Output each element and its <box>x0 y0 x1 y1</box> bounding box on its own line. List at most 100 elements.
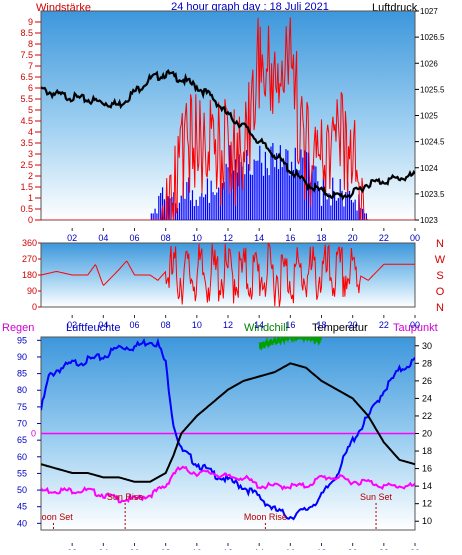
humidity-y-tick-label: 60 <box>17 452 27 462</box>
wind-y-tick-label: 5.5 <box>20 94 33 104</box>
temperature-y-tick-label: 10 <box>422 516 432 526</box>
temperature-y-tick-label: 22 <box>422 411 432 421</box>
x-tick-label: 14 <box>254 320 264 330</box>
wind-pressure-series <box>41 17 415 220</box>
x-tick-label: 22 <box>379 320 389 330</box>
temperature-y-tick-label: 16 <box>422 464 432 474</box>
wind-y-tick-label: 6 <box>28 83 33 93</box>
event-annotation: Moon Set <box>34 512 73 522</box>
humidity-y-tick-label: 40 <box>17 518 27 528</box>
wind-y-tick-label: 3 <box>28 149 33 159</box>
wind-y-tick-label: 3.5 <box>20 138 33 148</box>
temperature-y-tick-label: 12 <box>422 499 432 509</box>
temperature-y-tick-label: 26 <box>422 376 432 386</box>
x-tick-label: 02 <box>67 233 77 243</box>
direction-y-tick-label: 270 <box>22 254 37 264</box>
pressure-series <box>41 68 415 201</box>
compass-label: W <box>435 254 446 266</box>
humidity-y-tick-label: 90 <box>17 352 27 362</box>
legend-luftfeuchte: Luftfeuchte <box>66 322 120 334</box>
compass-label: S <box>436 270 443 282</box>
humidity-y-tick-label: 95 <box>17 335 27 345</box>
x-tick-label: 00 <box>410 320 420 330</box>
x-tick-label: 16 <box>285 233 295 243</box>
x-tick-label: 08 <box>161 320 171 330</box>
x-tick-label: 20 <box>348 233 358 243</box>
event-annotation: Moon Rise <box>244 512 287 522</box>
direction-y-tick-label: 0 <box>32 302 37 312</box>
wind-y-tick-label: 4.5 <box>20 116 33 126</box>
pressure-y-tick-label: 1025 <box>420 112 438 121</box>
windchill-series <box>258 337 323 352</box>
wind-direction-series <box>41 243 415 307</box>
x-tick-label: 02 <box>67 320 77 330</box>
event-annotation: Sun Set <box>360 492 393 502</box>
x-tick-label: 06 <box>129 320 139 330</box>
wind-y-tick-label: 8 <box>28 39 33 49</box>
humidity-series <box>41 337 415 521</box>
wind-direction-series <box>41 243 415 307</box>
x-tick-label: 18 <box>316 233 326 243</box>
temperature-y-tick-label: 18 <box>422 446 432 456</box>
pressure-y-tick-label: 1023 <box>420 216 438 225</box>
chart-title: 24 hour graph day : 18 Juli 2021 <box>171 1 329 13</box>
wind-y-tick-label: 7 <box>28 61 33 71</box>
pressure-y-tick-label: 1027 <box>420 7 438 16</box>
humidity-y-tick-label: 70 <box>17 419 27 429</box>
x-tick-label: 22 <box>379 233 389 243</box>
x-tick-label: 10 <box>192 320 202 330</box>
direction-y-tick-label: 360 <box>22 238 37 248</box>
x-tick-label: 08 <box>161 233 171 243</box>
compass-label: O <box>436 286 445 298</box>
wind-y-tick-label: 4 <box>28 127 33 137</box>
x-tick-label: 00 <box>410 233 420 243</box>
humidity-y-tick-label: 65 <box>17 435 27 445</box>
wind-y-tick-label: 6.5 <box>20 72 33 82</box>
wind-y-tick-label: 2.5 <box>20 160 33 170</box>
pressure-y-tick-label: 1026 <box>420 59 438 68</box>
wind-pressure-axes: 00.511.522.533.544.555.566.577.588.59102… <box>20 7 445 243</box>
temperature-y-tick-label: 24 <box>422 393 432 403</box>
wind-y-tick-label: 0 <box>28 215 33 225</box>
x-tick-label: 12 <box>223 320 233 330</box>
x-tick-label: 18 <box>316 320 326 330</box>
x-tick-label: 20 <box>348 320 358 330</box>
rain-zero-label: 0 <box>31 429 36 439</box>
pressure-y-tick-label: 1026.5 <box>420 33 445 42</box>
wind-y-tick-label: 5 <box>28 105 33 115</box>
wind-y-tick-label: 7.5 <box>20 50 33 60</box>
humidity-y-tick-label: 45 <box>17 502 27 512</box>
temperature-series <box>41 362 415 483</box>
humidity-y-tick-label: 75 <box>17 402 27 412</box>
temperature-y-tick-label: 30 <box>422 341 432 351</box>
humidity-y-tick-label: 55 <box>17 468 27 478</box>
wind-direction-plot <box>40 242 416 308</box>
x-tick-label: 06 <box>129 233 139 243</box>
wind-y-tick-label: 2 <box>28 171 33 181</box>
event-annotation: Sun Rise <box>107 492 144 502</box>
pressure-y-tick-label: 1025.5 <box>420 85 445 94</box>
x-tick-label: 14 <box>254 233 264 243</box>
wind-series <box>41 17 415 220</box>
pressure-y-tick-label: 1023.5 <box>420 190 445 199</box>
temperature-y-tick-label: 14 <box>422 481 432 491</box>
temperature-y-tick-label: 20 <box>422 429 432 439</box>
x-tick-label: 04 <box>98 233 108 243</box>
wind-y-tick-label: 1.5 <box>20 182 33 192</box>
legend-windchill: Windchill <box>244 322 288 334</box>
legend-temperatur: Temperatur <box>312 322 368 334</box>
pressure-y-tick-label: 1024.5 <box>420 138 445 147</box>
legend-regen: Regen <box>2 322 34 334</box>
x-tick-label: 10 <box>192 233 202 243</box>
wind-y-tick-label: 0.5 <box>20 204 33 214</box>
temp-humidity-series: Moon Set Sun Rise Moon Rise Sun Set <box>34 337 415 530</box>
wind-y-tick-label: 8.5 <box>20 28 33 38</box>
x-tick-label: 04 <box>98 320 108 330</box>
direction-y-tick-label: 90 <box>27 286 37 296</box>
compass-label: N <box>436 302 444 314</box>
pressure-y-tick-label: 1024 <box>420 164 438 173</box>
x-tick-label: 12 <box>223 233 233 243</box>
